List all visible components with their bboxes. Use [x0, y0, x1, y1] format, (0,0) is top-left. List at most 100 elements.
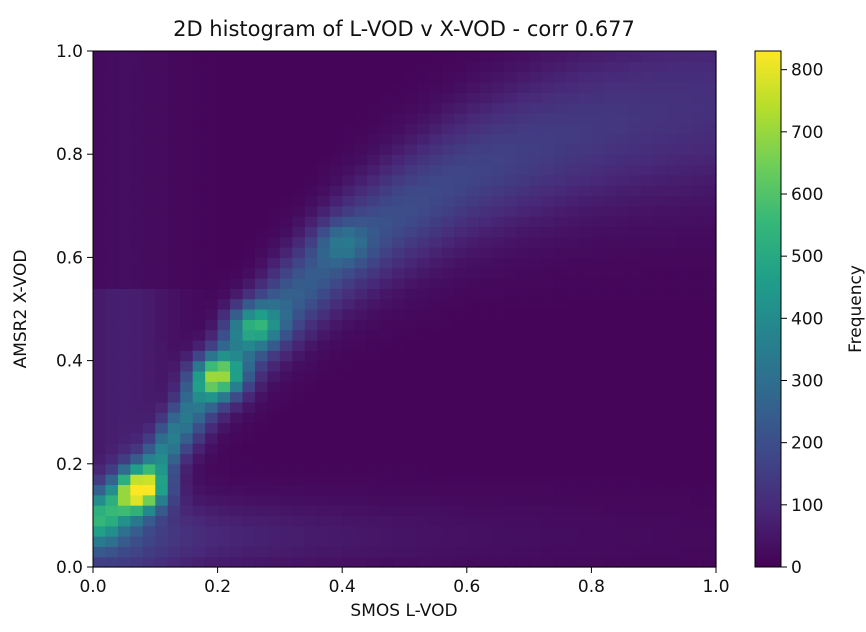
- histogram-cell: [441, 288, 455, 300]
- histogram-cell: [342, 474, 356, 486]
- histogram-cell: [167, 112, 181, 124]
- histogram-cell: [628, 81, 642, 93]
- histogram-cell: [192, 298, 206, 310]
- histogram-cell: [404, 133, 418, 145]
- histogram-cell: [703, 339, 717, 351]
- histogram-cell: [367, 350, 381, 362]
- histogram-cell: [441, 515, 455, 527]
- histogram-cell: [466, 102, 480, 114]
- histogram-cell: [703, 112, 717, 124]
- histogram-cell: [180, 309, 194, 320]
- histogram-cell: [603, 205, 617, 217]
- histogram-cell: [192, 278, 206, 289]
- histogram-cell: [454, 164, 468, 176]
- histogram-cell: [541, 319, 555, 331]
- histogram-cell: [666, 515, 680, 527]
- histogram-cell: [254, 309, 269, 320]
- histogram-cell: [516, 360, 530, 372]
- histogram-cell: [678, 112, 692, 124]
- histogram-cell: [429, 546, 443, 558]
- histogram-cell: [678, 195, 692, 207]
- histogram-cell: [641, 339, 655, 351]
- histogram-cell: [155, 278, 169, 289]
- histogram-cell: [703, 329, 717, 341]
- histogram-cell: [279, 216, 293, 228]
- histogram-cell: [641, 154, 655, 166]
- histogram-cell: [529, 195, 543, 207]
- colorbar-tick-label: 700: [791, 123, 823, 143]
- histogram-cell: [342, 412, 356, 424]
- histogram-cell: [230, 505, 244, 516]
- histogram-cell: [653, 143, 667, 155]
- histogram-cell: [566, 370, 580, 382]
- histogram-cell: [653, 401, 667, 413]
- histogram-cell: [279, 463, 293, 475]
- histogram-cell: [641, 319, 655, 331]
- histogram-cell: [117, 391, 131, 403]
- histogram-cell: [317, 257, 331, 269]
- histogram-cell: [105, 309, 119, 320]
- histogram-cell: [180, 61, 194, 73]
- histogram-cell: [317, 360, 331, 372]
- histogram-cell: [441, 216, 455, 228]
- histogram-cell: [491, 474, 505, 486]
- histogram-cell: [142, 81, 156, 93]
- histogram-cell: [603, 381, 617, 393]
- histogram-cell: [466, 546, 480, 558]
- histogram-cell: [93, 515, 107, 527]
- histogram-cell: [155, 298, 169, 310]
- histogram-cell: [416, 412, 431, 424]
- histogram-cell: [616, 51, 630, 62]
- histogram-cell: [142, 174, 156, 186]
- histogram-cell: [616, 195, 630, 207]
- histogram-cell: [616, 453, 630, 465]
- histogram-cell: [628, 71, 642, 83]
- histogram-cell: [441, 102, 455, 114]
- histogram-cell: [578, 112, 592, 124]
- histogram-cell: [516, 536, 530, 547]
- histogram-cell: [105, 360, 119, 372]
- histogram-cell: [367, 453, 381, 465]
- histogram-cell: [180, 247, 194, 258]
- histogram-cell: [242, 412, 256, 424]
- histogram-cell: [329, 401, 343, 413]
- histogram-cell: [142, 267, 156, 279]
- histogram-cell: [529, 174, 543, 186]
- histogram-cell: [404, 154, 418, 166]
- histogram-cell: [541, 453, 555, 465]
- histogram-cell: [93, 443, 107, 455]
- histogram-cell: [329, 381, 343, 393]
- histogram-cell: [641, 92, 655, 104]
- histogram-cell: [130, 81, 144, 93]
- histogram-cell: [292, 236, 306, 248]
- histogram-cell: [279, 226, 293, 238]
- histogram-cell: [504, 226, 518, 238]
- histogram-cell: [217, 236, 231, 248]
- histogram-cell: [367, 298, 381, 310]
- histogram-cell: [354, 71, 368, 83]
- histogram-cell: [678, 536, 692, 547]
- histogram-cell: [230, 463, 244, 475]
- histogram-cell: [205, 453, 219, 465]
- histogram-cell: [541, 556, 555, 568]
- histogram-cell: [242, 61, 256, 73]
- histogram-cell: [441, 133, 455, 145]
- histogram-cell: [591, 350, 605, 362]
- histogram-cell: [678, 236, 692, 248]
- histogram-cell: [578, 412, 592, 424]
- histogram-cell: [192, 505, 206, 516]
- histogram-cell: [591, 123, 605, 135]
- histogram-cell: [205, 61, 219, 73]
- histogram-cell: [566, 556, 580, 568]
- histogram-cell: [566, 61, 580, 73]
- histogram-cell: [167, 422, 181, 434]
- histogram-cell: [504, 123, 518, 135]
- histogram-cell: [130, 350, 144, 362]
- histogram-cell: [529, 298, 543, 310]
- histogram-cell: [304, 164, 318, 176]
- histogram-cell: [217, 298, 231, 310]
- histogram-cell: [304, 339, 318, 351]
- histogram-cell: [205, 298, 219, 310]
- histogram-cell: [105, 81, 119, 93]
- histogram-cell: [217, 205, 231, 217]
